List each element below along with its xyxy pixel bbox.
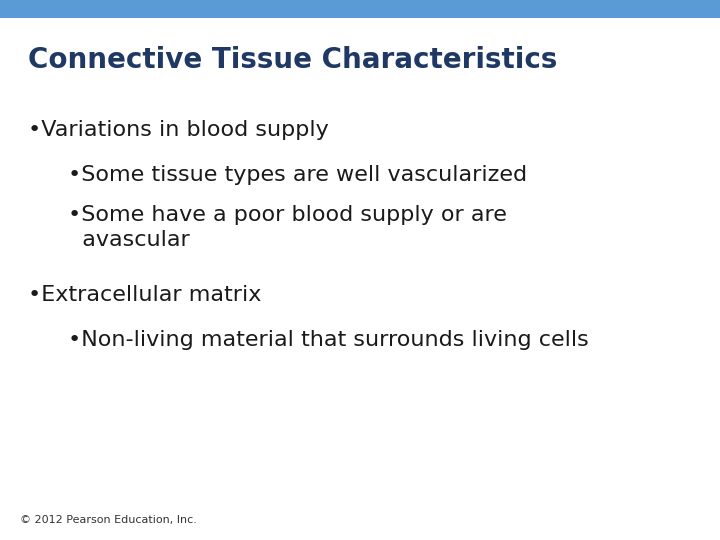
FancyBboxPatch shape	[0, 0, 720, 18]
Text: © 2012 Pearson Education, Inc.: © 2012 Pearson Education, Inc.	[20, 515, 197, 525]
Text: •Some tissue types are well vascularized: •Some tissue types are well vascularized	[68, 165, 527, 185]
Text: Connective Tissue Characteristics: Connective Tissue Characteristics	[28, 46, 557, 74]
Text: •Variations in blood supply: •Variations in blood supply	[28, 120, 329, 140]
Text: •Non-living material that surrounds living cells: •Non-living material that surrounds livi…	[68, 330, 589, 350]
Text: •Extracellular matrix: •Extracellular matrix	[28, 285, 261, 305]
Text: •Some have a poor blood supply or are
  avascular: •Some have a poor blood supply or are av…	[68, 205, 507, 250]
